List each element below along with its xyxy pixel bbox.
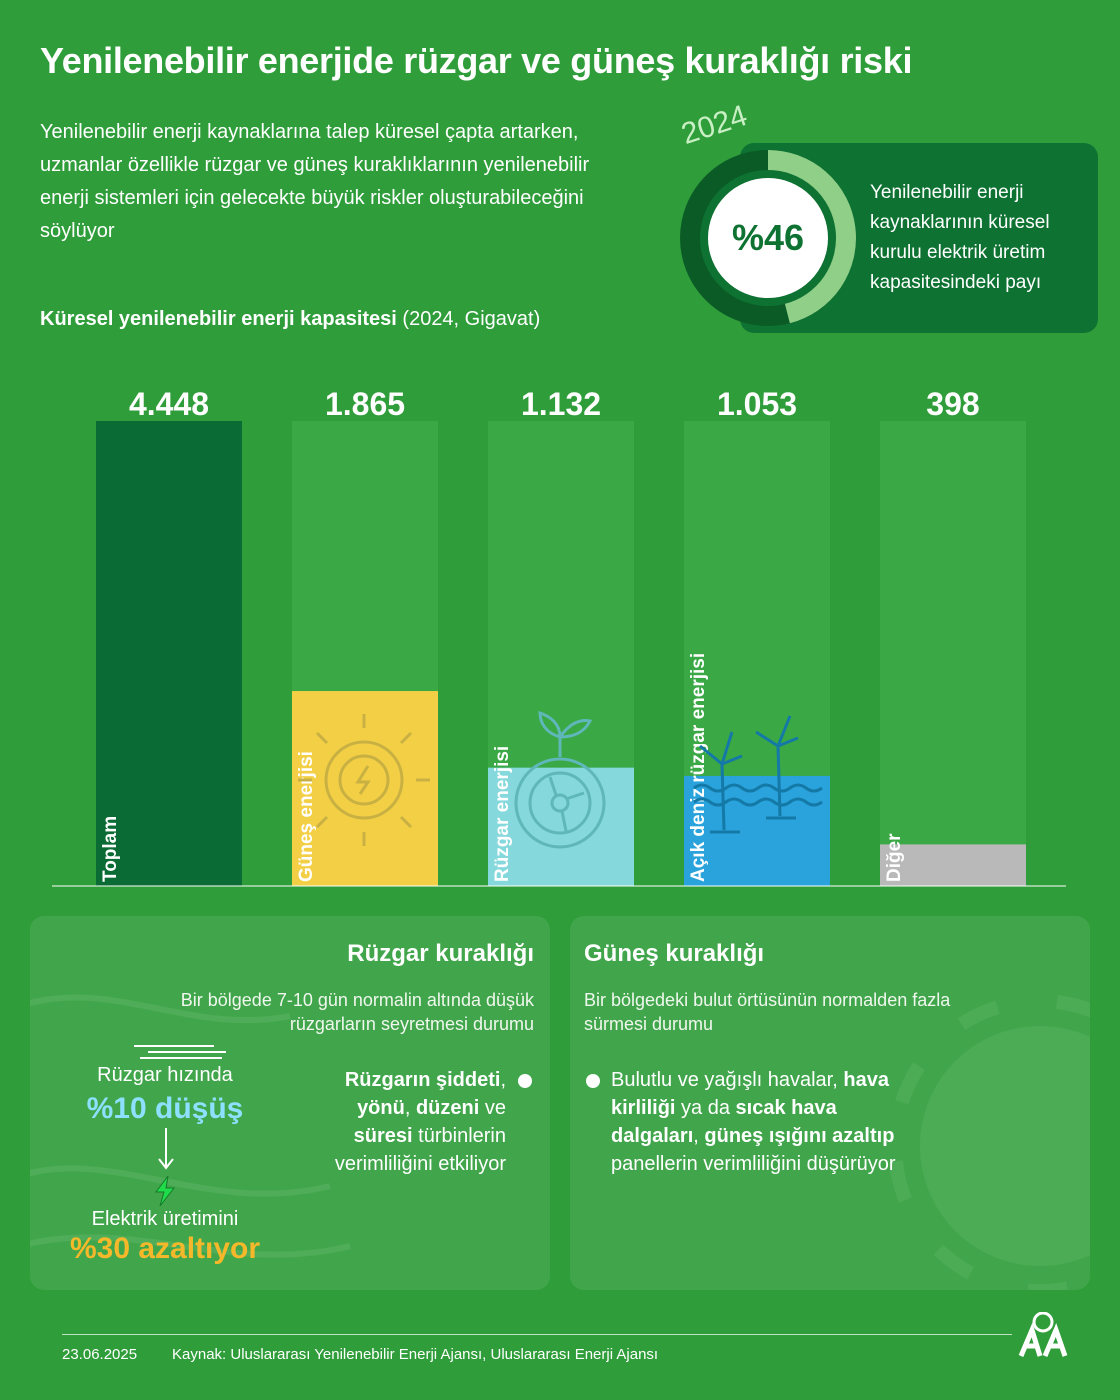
bar-value-label: 4.448 <box>129 386 209 422</box>
footer-divider <box>62 1334 1012 1335</box>
bar <box>488 767 634 886</box>
wind-definition-line-1: Bir bölgede 7-10 gün normalin altında dü… <box>180 990 534 1010</box>
solar-bullet-t3: , <box>693 1125 705 1147</box>
bar <box>96 421 242 886</box>
chart-title: Küresel yenilenebilir enerji kapasitesi … <box>40 308 540 331</box>
solar-bullet-hot: sıcak hava <box>735 1097 837 1119</box>
solar-bullet-t4: panellerin verimliliğini düşürüyor <box>611 1153 896 1175</box>
share-ring-arc <box>767 150 856 324</box>
wind-bullet-dot <box>518 1074 532 1088</box>
bar-category-label: Açık deniz rüzgar enerjisi <box>688 653 709 882</box>
wind-bullet-t5: verimliliğini etkiliyor <box>334 1153 506 1175</box>
wind-speed-icon <box>134 1045 226 1059</box>
solar-bullet-t2: ya da <box>675 1097 736 1119</box>
solar-bullet-air: hava <box>843 1069 889 1091</box>
share-description: Yenilenebilir enerji kaynaklarının küres… <box>870 182 1050 293</box>
wind-panel-title: Rüzgar kuraklığı <box>347 940 534 967</box>
share-ring <box>680 150 856 326</box>
wind-bullet-t2: , <box>404 1097 416 1119</box>
bar-value-label: 1.865 <box>325 386 405 422</box>
bar-category-label: Güneş enerjisi <box>296 751 317 882</box>
footer-date: 23.06.2025 <box>62 1346 138 1363</box>
wind-bullet-text: Rüzgarın şiddeti, yönü, düzeni ve süresi… <box>246 1066 506 1178</box>
offshore-wind-icon <box>693 715 823 834</box>
chart-title-unit: (2024, Gigavat) <box>402 308 541 330</box>
solar-definition-line-2: sürmesi durumu <box>584 1014 714 1034</box>
wind-definition-line-2: rüzgarların seyretmesi durumu <box>289 1014 534 1034</box>
solar-bullet-dot <box>586 1074 600 1088</box>
solar-panel-title: Güneş kuraklığı <box>584 940 765 967</box>
wind-bullet-t4: türbinlerin <box>412 1125 506 1147</box>
bar <box>880 844 1026 886</box>
wind-speed-drop: %10 düşüş <box>86 1092 244 1125</box>
bar <box>684 775 830 886</box>
wind-bullet-t3: ve <box>479 1097 506 1119</box>
wind-bullet-strength: Rüzgarın şiddeti <box>344 1069 501 1091</box>
bar-track <box>880 421 1026 886</box>
wind-bullet-t1: , <box>500 1069 506 1091</box>
capacity-bar-chart: 4.448 Toplam 1.865 Güneş enerjisi 1.132 Rüzga… <box>52 386 1066 887</box>
sun-icon <box>298 714 430 846</box>
solar-bullet-text: Bulutlu ve yağışlı havalar, hava kirlili… <box>611 1066 1011 1178</box>
wind-bullet-duration: süresi <box>353 1125 413 1147</box>
solar-bullet-sunlight: güneş ışığını azaltıp <box>704 1125 895 1147</box>
solar-panel-definition: Bir bölgedeki bulut örtüsünün normalden … <box>584 988 950 1036</box>
bar-category-label: Diğer <box>884 833 905 882</box>
bar-category-label: Toplam <box>100 816 121 882</box>
bar-category-label: Rüzgar enerjisi <box>492 746 513 882</box>
page-title: Yenilenebilir enerjide rüzgar ve güneş k… <box>40 40 913 81</box>
wind-bullet-pattern: düzeni <box>415 1097 480 1119</box>
chart-title-main: Küresel yenilenebilir enerji kapasitesi <box>40 308 397 330</box>
bar-value-label: 1.053 <box>717 386 797 422</box>
solar-bullet-t1: Bulutlu ve yağışlı havalar, <box>611 1069 844 1091</box>
wind-panel-definition: Bir bölgede 7-10 gün normalin altında dü… <box>181 988 534 1036</box>
sun-decoration <box>888 994 1090 1290</box>
electricity-reduction: %30 azaltıyor <box>69 1232 261 1265</box>
footer-source: Kaynak: Uluslararası Yenilenebilir Enerj… <box>172 1346 659 1363</box>
bar-value-label: 1.132 <box>521 386 601 422</box>
wind-speed-label: Rüzgar hızında <box>97 1064 233 1086</box>
wind-energy-icon <box>514 710 606 849</box>
share-value: %46 <box>731 217 805 258</box>
wind-bullet-direction: yönü <box>357 1097 405 1119</box>
solar-definition-line-1: Bir bölgedeki bulut örtüsünün normalden … <box>584 990 951 1010</box>
wind-drought-panel: Rüzgar kuraklığı Bir bölgede 7-10 gün no… <box>30 916 550 1290</box>
electricity-label: Elektrik üretimini <box>91 1208 239 1230</box>
solar-drought-panel: Güneş kuraklığı Bir bölgedeki bulut örtü… <box>570 916 1090 1290</box>
bar-value-label: 398 <box>926 386 979 422</box>
solar-bullet-waves: dalgaları <box>611 1125 694 1147</box>
arrow-down-icon <box>158 1128 174 1170</box>
agency-logo-icon <box>1018 1312 1068 1357</box>
lightning-icon <box>155 1175 176 1207</box>
solar-bullet-pollution: kirliliği <box>611 1097 676 1119</box>
intro-text: Yenilenebilir enerji kaynaklarına talep … <box>40 121 590 242</box>
